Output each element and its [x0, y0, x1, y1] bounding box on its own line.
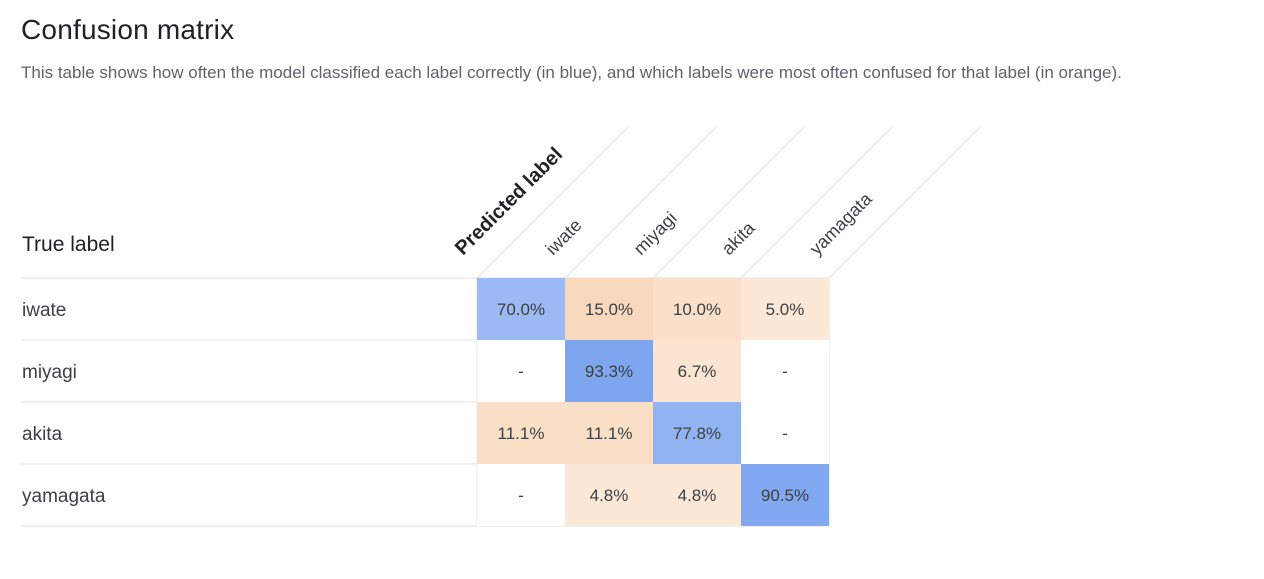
- column-header-guides: [476, 125, 982, 279]
- matrix-cell-yamagata-iwate: [477, 464, 565, 526]
- cell-value-label: 77.8%: [673, 424, 721, 443]
- matrix-cell-akita-yamagata: [741, 402, 829, 464]
- cell-value-label: -: [782, 424, 788, 443]
- matrix-cell-akita-akita: [653, 402, 741, 464]
- column-guide-line: [476, 125, 630, 279]
- cell-value-label: 90.5%: [761, 486, 809, 505]
- cell-value-label: -: [518, 362, 524, 381]
- page-description: This table shows how often the model cla…: [21, 63, 1122, 82]
- matrix-cell-iwate-miyagi: [565, 278, 653, 340]
- cell-value-label: 6.7%: [678, 362, 717, 381]
- row-label-iwate: iwate: [22, 300, 66, 321]
- matrix-cell-miyagi-yamagata: [741, 340, 829, 402]
- row-labels: iwate miyagi akita yamagata: [22, 300, 106, 507]
- cell-value-label: 5.0%: [766, 300, 805, 319]
- cell-value-label: 10.0%: [673, 300, 721, 319]
- matrix-cell-miyagi-iwate: [477, 340, 565, 402]
- column-label-miyagi: miyagi: [630, 208, 681, 259]
- matrix-cell-yamagata-yamagata: [741, 464, 829, 526]
- column-label-iwate: iwate: [542, 215, 586, 259]
- row-label-akita: akita: [22, 424, 63, 445]
- matrix-cell-iwate-akita: [653, 278, 741, 340]
- page-title: Confusion matrix: [21, 14, 235, 45]
- matrix-cell-yamagata-miyagi: [565, 464, 653, 526]
- column-guide-line: [564, 125, 718, 279]
- cell-value-label: 15.0%: [585, 300, 633, 319]
- cell-value-label: -: [518, 486, 524, 505]
- cell-value-label: 93.3%: [585, 362, 633, 381]
- cell-value-label: -: [782, 362, 788, 381]
- column-guide-line: [828, 125, 982, 279]
- matrix-cell-akita-iwate: [477, 402, 565, 464]
- column-labels: iwate miyagi akita yamagata: [542, 188, 877, 259]
- cell-value-label: 70.0%: [497, 300, 545, 319]
- matrix-cell-akita-miyagi: [565, 402, 653, 464]
- row-axis-label: True label: [22, 233, 115, 256]
- column-guide-line: [652, 125, 806, 279]
- column-guide-line: [740, 125, 894, 279]
- matrix-cell-yamagata-akita: [653, 464, 741, 526]
- column-label-akita: akita: [718, 217, 760, 259]
- matrix-cells: 70.0% 15.0% 10.0% 5.0% - 93.3% 6.7% - 11.1% 11.1%…: [477, 278, 829, 526]
- cell-value-label: 4.8%: [678, 486, 717, 505]
- row-label-yamagata: yamagata: [22, 486, 106, 507]
- matrix-cell-iwate-iwate: [477, 278, 565, 340]
- column-label-yamagata: yamagata: [806, 188, 877, 259]
- cell-value-label: 11.1%: [498, 424, 545, 443]
- row-label-miyagi: miyagi: [22, 362, 77, 383]
- matrix-cell-miyagi-miyagi: [565, 340, 653, 402]
- matrix-cell-iwate-yamagata: [741, 278, 829, 340]
- cell-value-label: 4.8%: [590, 486, 629, 505]
- matrix-cell-miyagi-akita: [653, 340, 741, 402]
- cell-value-label: 11.1%: [586, 424, 633, 443]
